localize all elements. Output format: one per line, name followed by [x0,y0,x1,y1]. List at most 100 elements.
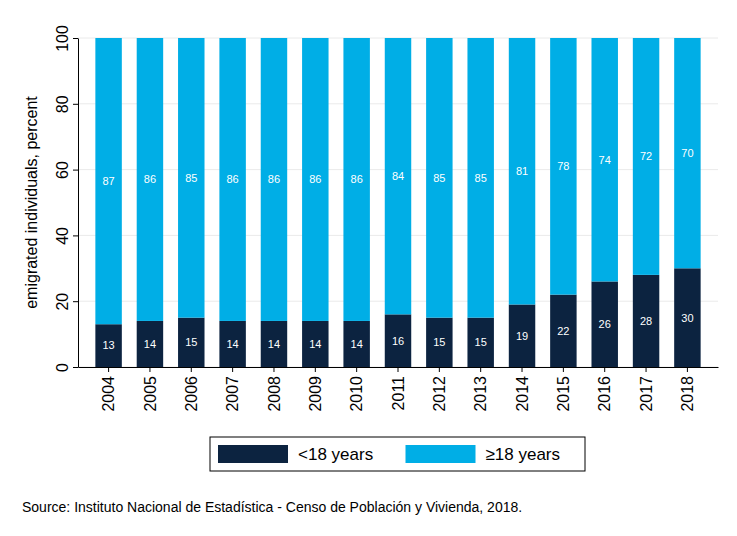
data-label: 30 [681,312,693,324]
data-label: 26 [599,318,611,330]
tick: 0 [54,363,78,372]
data-label: 74 [599,154,611,166]
bar-segment [591,281,617,367]
data-label: 16 [392,335,404,347]
bar-segment [343,321,369,367]
tick-label: 2010 [348,376,365,412]
bar-segment [178,38,204,318]
data-label: 14 [309,338,321,350]
bar-segment [95,324,121,367]
tick: 2007 [224,367,241,412]
data-label: 70 [681,147,693,159]
bar-segment [467,318,493,367]
bar-segment [302,321,328,367]
bar-segment [633,38,659,275]
data-label: 86 [268,173,280,185]
tick-mark [439,367,440,372]
tick: 2010 [348,367,365,412]
bar-segment [137,38,163,321]
tick-mark [604,367,605,372]
tick-label: 2015 [555,376,572,412]
tick-label: 20 [54,293,71,311]
data-label: 14 [144,338,156,350]
tick-label: 60 [54,161,71,179]
bar-segment [302,38,328,321]
y-axis-title: emigrated individuals, percent [23,96,40,309]
tick-mark [73,38,78,39]
legend-box [210,437,585,471]
bar-segment [178,318,204,367]
tick-label: 2005 [142,376,159,412]
tick-mark [73,235,78,236]
data-label: 86 [144,173,156,185]
legend: <18 years≥18 years [210,437,585,471]
tick-mark [191,367,192,372]
bar-segment [343,38,369,321]
bar-segment [385,38,411,314]
tick: 2012 [431,367,448,412]
data-label: 19 [516,330,528,342]
data-label: 86 [351,173,363,185]
data-label: 72 [640,150,652,162]
data-label: 86 [309,173,321,185]
tick: 2014 [514,367,531,412]
tick-label: 100 [54,25,71,52]
bar-segment [219,38,245,321]
tick-mark [646,367,647,372]
tick-mark [273,367,274,372]
tick: 2016 [596,367,613,412]
data-labels: 1314151414141416151519222628308786858686… [102,147,693,351]
data-label: 81 [516,165,528,177]
legend-swatch [406,445,476,463]
tick-label: 2012 [431,376,448,412]
tick-label: 2013 [472,376,489,412]
tick-label: 2008 [266,376,283,412]
chart: 1314151414141416151519222628308786858686… [0,0,737,536]
bar-segment [261,321,287,367]
tick-label: 80 [54,95,71,113]
bar-segment [550,38,576,295]
data-label: 14 [268,338,280,350]
data-label: 15 [185,336,197,348]
tick: 2009 [307,367,324,412]
bar-segment [95,38,121,324]
background [0,0,737,536]
tick-mark [522,367,523,372]
tick-label: 40 [54,227,71,245]
data-label: 14 [351,338,363,350]
bar-segment [509,38,535,304]
bar-segment [674,38,700,268]
tick: 2013 [472,367,489,412]
tick-mark [687,367,688,372]
data-label: 85 [185,172,197,184]
tick-label: 2004 [100,376,117,412]
data-label: 15 [475,336,487,348]
tick-mark [73,301,78,302]
data-label: 22 [557,325,569,337]
legend-swatch [218,445,288,463]
tick-label: 2007 [224,376,241,412]
bar-segment [137,321,163,367]
data-label: 15 [433,336,445,348]
tick-mark [480,367,481,372]
tick: 20 [54,293,78,311]
data-label: 85 [475,172,487,184]
bar-segment [633,275,659,367]
tick: 60 [54,161,78,179]
tick-mark [149,367,150,372]
tick-mark [108,367,109,372]
bar-segment [674,268,700,367]
bar-segment [219,321,245,367]
data-label: 87 [102,175,114,187]
tick: 2018 [679,367,696,412]
tick-mark [563,367,564,372]
bar-segment [385,314,411,367]
bar-segment [261,38,287,321]
tick-mark [356,367,357,372]
tick-label: 0 [54,363,71,372]
annotation: Source: Instituto Nacional de Estadístic… [22,499,522,515]
tick: 80 [54,95,78,113]
bars [95,38,700,367]
bar-segment [550,295,576,367]
y-axis: 0 20 40 60 80 100 [54,25,79,372]
